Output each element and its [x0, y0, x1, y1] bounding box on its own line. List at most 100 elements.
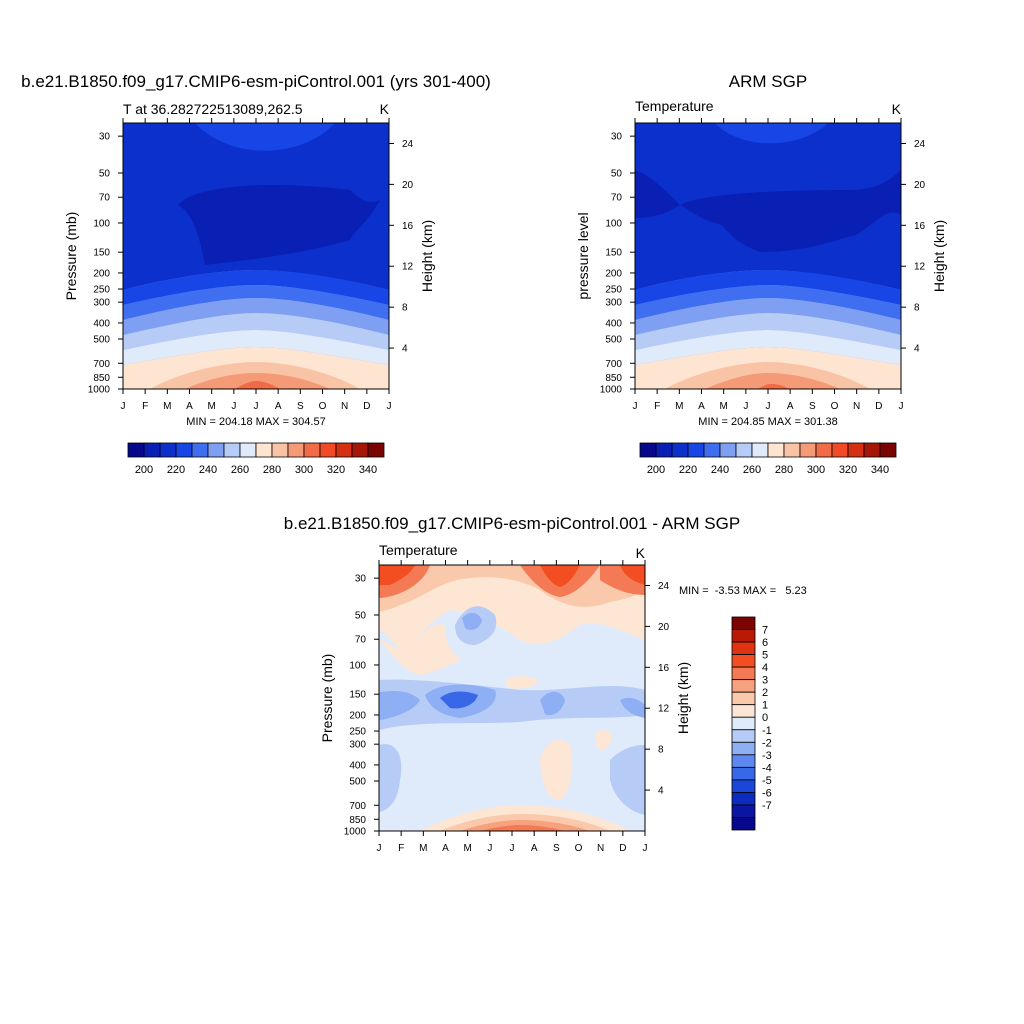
colorbar-label: -3	[762, 750, 772, 762]
y-tick-label: 100	[605, 218, 622, 229]
colorbar-swatch	[159, 442, 177, 458]
x-tick-label: J	[387, 401, 392, 412]
y-tick-label: 100	[93, 218, 110, 229]
y-tick-label: 500	[349, 777, 366, 788]
colorbar-label: 300	[807, 464, 825, 476]
x-tick-label: J	[643, 843, 648, 854]
colorbar-label: -5	[762, 775, 772, 787]
colorbar-swatch	[335, 442, 353, 458]
colorbar-label: 220	[679, 464, 697, 476]
height-tick-label: 4	[658, 786, 664, 797]
y-tick-label: 150	[93, 248, 110, 259]
x-tick-label: N	[853, 401, 860, 412]
panel-1-ylabel: Pressure (mb)	[63, 212, 79, 301]
x-tick-label: J	[633, 401, 638, 412]
x-tick-label: M	[675, 401, 683, 412]
x-tick-label: A	[698, 401, 705, 412]
height-tick-label: 20	[402, 180, 414, 191]
colorbar-swatch	[863, 442, 881, 458]
height-tick-label: 16	[658, 663, 670, 674]
x-tick-label: J	[487, 843, 492, 854]
height-tick-label: 8	[402, 303, 408, 314]
y-tick-label: 300	[605, 298, 622, 309]
colorbar-swatch	[223, 442, 241, 458]
x-tick-label: M	[207, 401, 215, 412]
colorbar-label: 3	[762, 675, 768, 687]
colorbar-label: 320	[839, 464, 857, 476]
y-tick-label: 30	[355, 574, 367, 585]
colorbar-swatch	[731, 779, 756, 793]
y-tick-label: 200	[93, 268, 110, 279]
y-tick-label: 700	[349, 801, 366, 812]
colorbar-swatch	[703, 442, 721, 458]
colorbar-swatch	[847, 442, 865, 458]
y-tick-label: 400	[349, 760, 366, 771]
panel-3-subtitle-right: K	[636, 545, 646, 561]
colorbar-label: 200	[647, 464, 665, 476]
colorbar-swatch	[751, 442, 769, 458]
colorbar-label: 260	[231, 464, 249, 476]
colorbar-swatch	[731, 616, 756, 630]
y-tick-label: 850	[93, 373, 110, 384]
x-tick-label: A	[275, 401, 282, 412]
height-tick-label: 20	[658, 622, 670, 633]
height-tick-label: 8	[914, 303, 920, 314]
colorbar-label: -7	[762, 800, 772, 812]
colorbar-swatch	[143, 442, 161, 458]
x-tick-label: F	[654, 401, 660, 412]
y-tick-label: 850	[349, 815, 366, 826]
colorbar-swatch	[731, 792, 756, 806]
colorbar-swatch	[731, 691, 756, 706]
panel-2-subtitle-right: K	[892, 101, 902, 117]
y-tick-label: 400	[605, 318, 622, 329]
panel-2-stats: MIN = 204.85 MAX = 301.38	[698, 416, 837, 428]
colorbar-swatch	[799, 442, 817, 458]
x-tick-label: M	[719, 401, 727, 412]
x-tick-label: J	[254, 401, 259, 412]
panel-1-plot-area	[122, 122, 390, 390]
colorbar-label: 0	[762, 712, 768, 724]
colorbar-swatch	[731, 729, 756, 743]
colorbar-swatch	[879, 442, 897, 458]
colorbar-label: 260	[743, 464, 761, 476]
colorbar-swatch	[671, 442, 689, 458]
x-tick-label: M	[419, 843, 427, 854]
y-tick-label: 700	[605, 359, 622, 370]
colorbar-swatch	[303, 442, 321, 458]
panel-1-colorbar: 200 220 240 260 280 300 320 340	[127, 442, 385, 476]
x-tick-label: J	[899, 401, 904, 412]
x-tick-label: S	[297, 401, 304, 412]
panel-arm: ARM SGP Temperature K J F M A M J J A S O N D J 30 50 7…	[575, 72, 947, 476]
x-tick-label: J	[377, 843, 382, 854]
colorbar-swatch	[731, 804, 756, 818]
x-tick-label: O	[319, 401, 327, 412]
colorbar-swatch	[367, 442, 385, 458]
x-tick-label: M	[463, 843, 471, 854]
colorbar-label: 300	[295, 464, 313, 476]
y-tick-label: 250	[93, 285, 110, 296]
panel-3-ylabel: Pressure (mb)	[319, 654, 335, 743]
x-tick-label: A	[531, 843, 538, 854]
y-tick-label: 200	[349, 710, 366, 721]
x-tick-label: O	[575, 843, 583, 854]
panel-1-stats: MIN = 204.18 MAX = 304.57	[186, 416, 325, 428]
x-tick-label: D	[363, 401, 370, 412]
y-tick-label: 1000	[344, 827, 367, 838]
y-tick-label: 100	[349, 660, 366, 671]
colorbar-swatch	[319, 442, 337, 458]
colorbar-swatch	[783, 442, 801, 458]
panel-2-ylabel: pressure level	[575, 212, 591, 299]
x-tick-label: M	[163, 401, 171, 412]
height-tick-label: 16	[914, 221, 926, 232]
colorbar-swatch	[731, 741, 756, 756]
x-tick-label: O	[831, 401, 839, 412]
panel-2-axes: J F M A M J J A S O N D J 30 50 70 100 150 200 250 300 400 500…	[600, 118, 926, 412]
colorbar-swatch	[767, 442, 785, 458]
colorbar-label: 6	[762, 637, 768, 649]
height-tick-label: 8	[658, 745, 664, 756]
x-tick-label: J	[121, 401, 126, 412]
colorbar-swatch	[731, 704, 756, 718]
colorbar-label: 220	[167, 464, 185, 476]
x-tick-label: J	[510, 843, 515, 854]
